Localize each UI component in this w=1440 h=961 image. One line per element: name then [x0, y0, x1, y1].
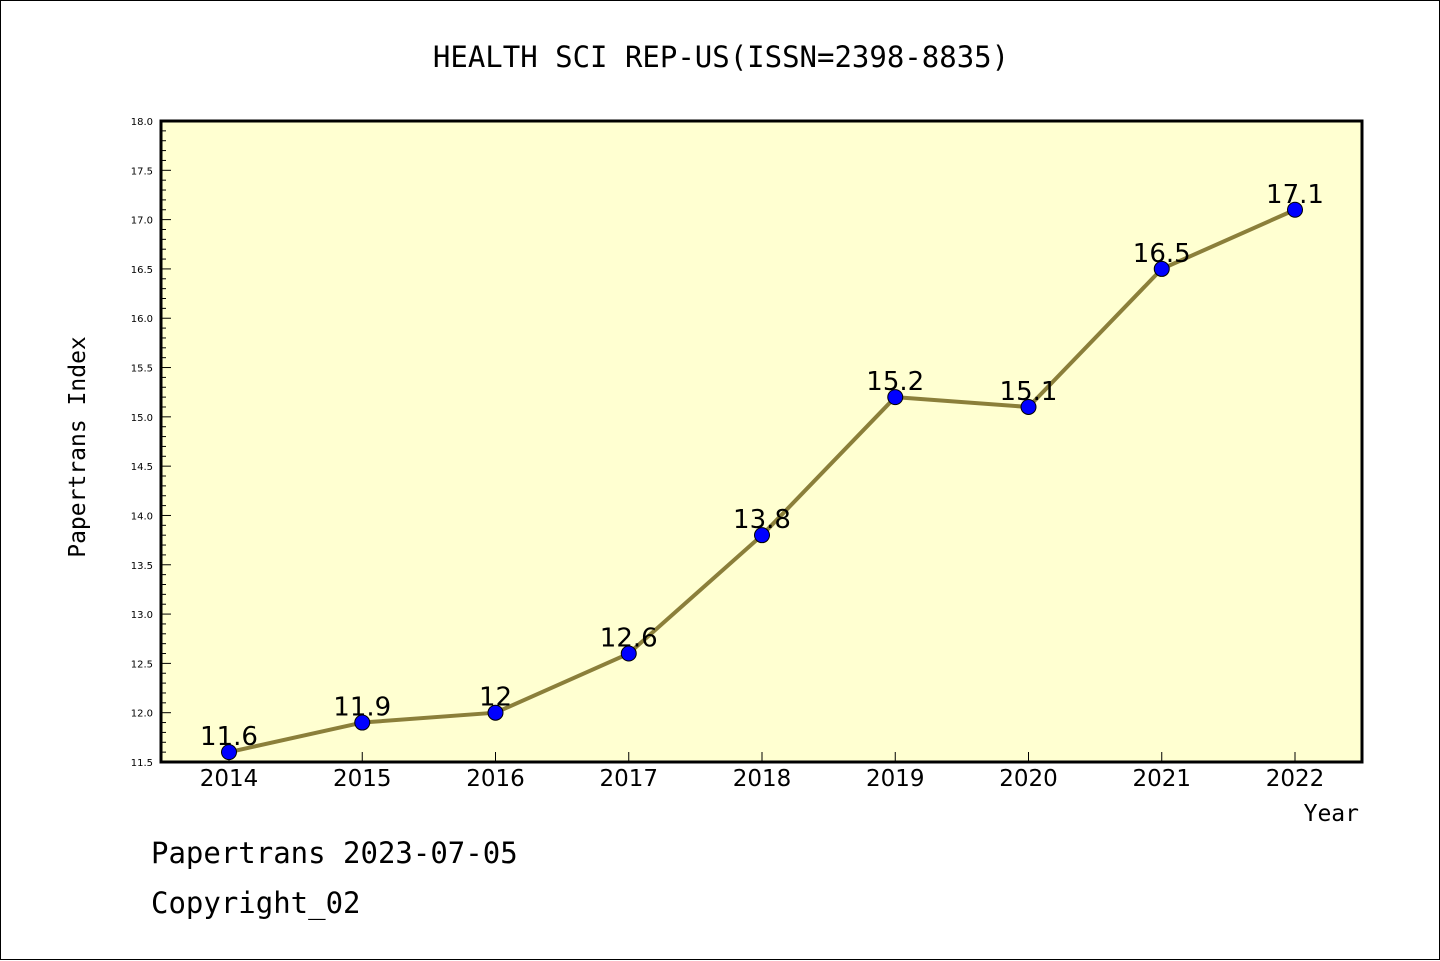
x-tick-label: 2015	[333, 766, 392, 792]
y-tick-label: 15.0	[131, 413, 153, 424]
x-axis-title: Year	[1304, 801, 1359, 827]
y-axis: 11.5 12.0 12.5 13.0 13.5 14.0 14.5 15.0 15.5 16.0…	[131, 117, 171, 769]
x-tick-label: 2020	[999, 766, 1058, 792]
y-tick-label: 16.5	[131, 265, 153, 276]
x-tick-label: 2018	[733, 766, 792, 792]
y-tick-label: 11.5	[131, 758, 153, 769]
data-point	[620, 645, 637, 662]
x-tick-label: 2019	[866, 766, 925, 792]
y-tick-label: 14.0	[131, 511, 153, 522]
data-point	[887, 389, 904, 406]
x-tick-label: 2021	[1132, 766, 1191, 792]
chart-title: HEALTH SCI REP-US(ISSN=2398-8835)	[433, 40, 1009, 74]
x-axis: 2014 2015 2016 2017 2018 2019 2020 2021 2022	[200, 752, 1325, 792]
y-tick-label: 12.0	[131, 709, 153, 720]
x-tick-label: 2017	[599, 766, 658, 792]
data-point	[754, 527, 770, 544]
y-tick-label: 16.0	[131, 314, 153, 325]
data-point	[487, 704, 504, 721]
data-point	[1287, 201, 1303, 218]
y-axis-title: Papertrans Index	[65, 336, 91, 558]
y-tick-label: 18.0	[131, 117, 153, 128]
footer-date-text: Papertrans 2023-07-05	[151, 836, 518, 870]
y-tick-label: 17.5	[131, 166, 153, 177]
y-tick-label: 13.5	[131, 561, 153, 572]
data-point	[1020, 398, 1037, 415]
data-point	[1153, 260, 1170, 277]
x-tick-label: 2016	[466, 766, 525, 792]
plot-area	[159, 119, 1364, 764]
y-tick-label: 15.5	[131, 364, 153, 375]
footer-copyright-text: Copyright_02	[151, 886, 361, 920]
x-tick-label: 2022	[1266, 766, 1325, 792]
y-tick-label: 12.5	[131, 659, 153, 670]
y-tick-label: 13.0	[131, 610, 153, 621]
x-tick-label: 2014	[200, 766, 259, 792]
data-point	[221, 744, 237, 761]
y-tick-label: 14.5	[131, 462, 153, 473]
data-point	[354, 714, 371, 731]
y-tick-label: 17.0	[131, 216, 153, 227]
